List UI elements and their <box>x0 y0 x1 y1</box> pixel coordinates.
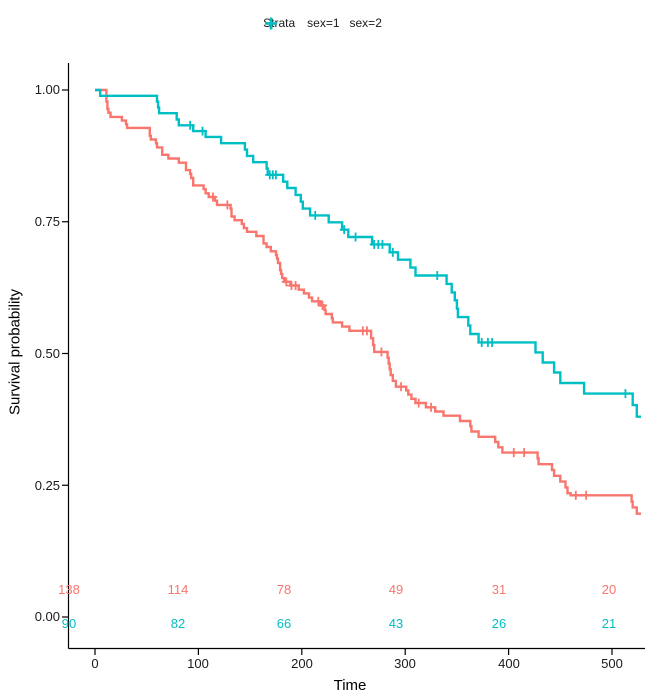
x-tick-label: 300 <box>394 656 416 671</box>
x-tick-label: 100 <box>187 656 209 671</box>
risk-count-sex2-t400: 26 <box>491 616 507 631</box>
x-tick-label: 200 <box>291 656 313 671</box>
y-tick-label: 0.75 <box>34 214 60 229</box>
risk-count-sex1-t0: 138 <box>58 582 80 597</box>
risk-count-sex2-t200: 66 <box>276 616 292 631</box>
x-tick-label: 400 <box>498 656 520 671</box>
y-tick-label: 0.50 <box>34 346 60 361</box>
legend-item-sex2: sex=2 <box>264 16 382 30</box>
risk-count-sex2-t100: 82 <box>170 616 186 631</box>
risk-count-sex1-t100: 114 <box>167 582 189 597</box>
risk-count-sex2-t500: 21 <box>601 616 617 631</box>
km-curve-sex=1 <box>95 88 641 515</box>
x-axis-title: Time <box>333 677 367 694</box>
risk-count-sex2-t0: 90 <box>61 616 77 631</box>
plus-censor-icon <box>264 17 277 30</box>
risk-count-sex1-t200: 78 <box>276 582 292 597</box>
legend: Strata sex=1 sex=2 <box>263 16 382 30</box>
y-tick-label: 0.00 <box>34 609 60 624</box>
risk-count-sex1-t500: 20 <box>601 582 617 597</box>
x-tick-label: 0 <box>91 656 99 671</box>
risk-count-sex2-t300: 43 <box>388 616 404 631</box>
x-tick-label: 500 <box>601 656 623 671</box>
risk-count-sex1-t300: 49 <box>388 582 404 597</box>
km-curve-sex=2 <box>95 88 641 418</box>
y-tick-label: 1.00 <box>34 82 60 97</box>
legend-label-sex2: sex=2 <box>349 16 382 30</box>
risk-count-sex1-t400: 31 <box>491 582 507 597</box>
legend-label-sex1: sex=1 <box>307 16 340 30</box>
y-tick-label: 0.25 <box>34 478 60 493</box>
legend-item-sex1: sex=1 <box>264 16 340 30</box>
